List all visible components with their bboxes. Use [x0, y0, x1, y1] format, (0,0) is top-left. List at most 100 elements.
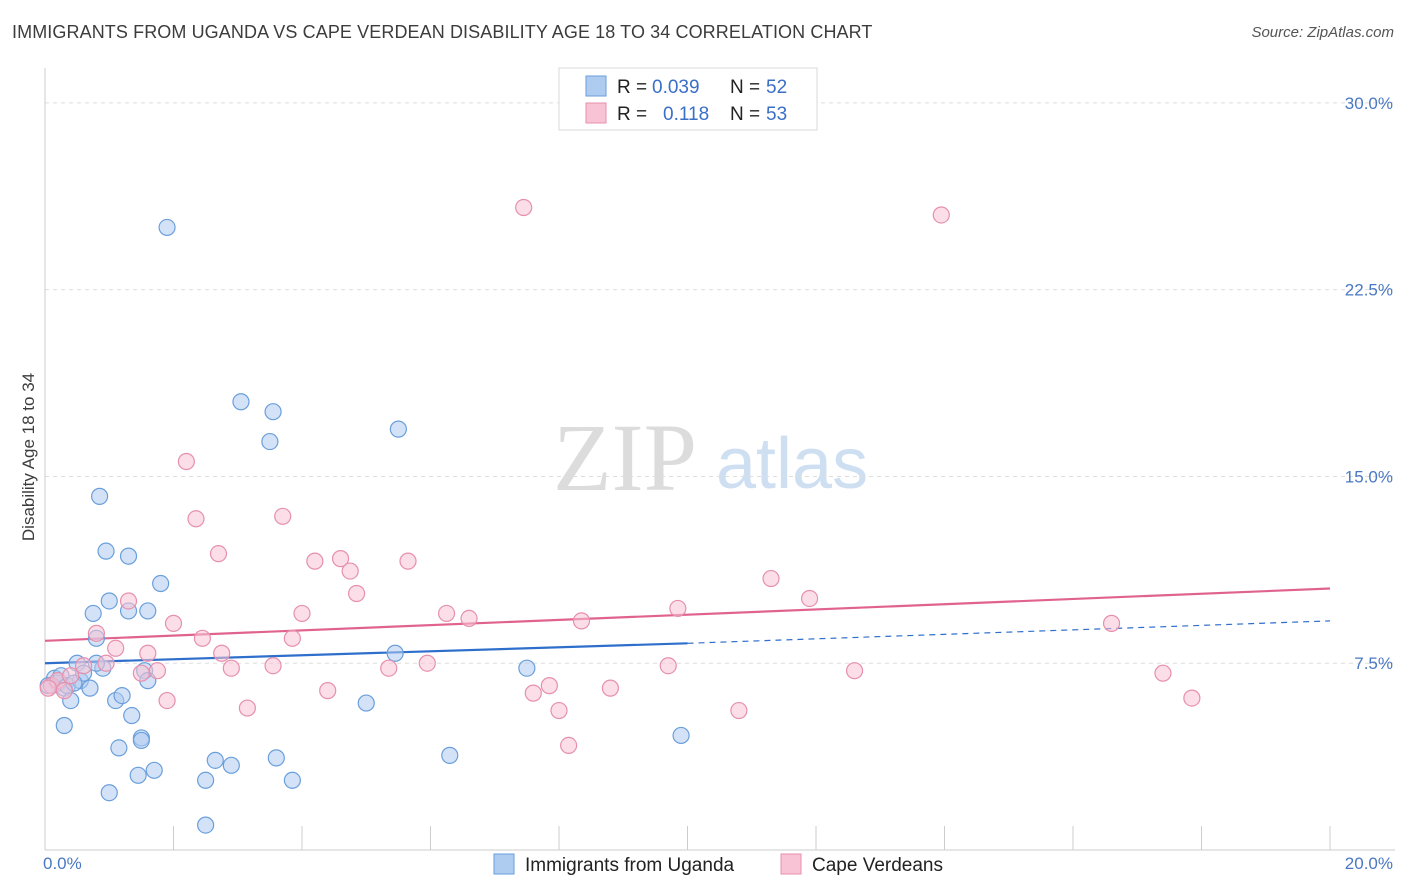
cape-verdean-point: [39, 679, 57, 697]
uganda-point: [357, 694, 375, 712]
uganda-point: [100, 592, 118, 610]
cape-verdean-point: [460, 609, 478, 628]
y-tick-label: 30.0%: [1345, 94, 1393, 113]
legend-n-label-1: N =: [730, 77, 760, 98]
uganda-trend-extension: [687, 620, 1331, 644]
uganda-point: [158, 218, 176, 237]
axes: [44, 68, 1395, 851]
cape-verdean-point: [238, 699, 256, 717]
cape-verdean-point: [209, 545, 228, 563]
cape-verdean-point: [524, 684, 542, 702]
bottom-legend-label-cape: Cape Verdeans: [812, 855, 943, 876]
cape-verdean-point: [222, 659, 240, 677]
cape-verdean-point: [762, 569, 780, 588]
cape-verdean-point: [659, 657, 677, 675]
y-axis-label: Disability Age 18 to 34: [19, 373, 38, 541]
cape-verdean-point: [1154, 664, 1172, 682]
x-tick-labels: 0.0% 20.0%: [43, 854, 1393, 873]
cape-verdean-point: [572, 612, 591, 630]
gridlines: [45, 102, 1395, 664]
x-tick-label: 0.0%: [43, 854, 82, 873]
legend-r-value-1: 0.039: [652, 77, 700, 98]
uganda-point: [222, 756, 240, 774]
cape-verdean-point: [380, 659, 398, 677]
uganda-point: [261, 432, 279, 451]
uganda-point: [197, 816, 215, 834]
uganda-point: [197, 771, 215, 789]
cape-verdean-point: [550, 701, 568, 720]
cape-verdean-point: [418, 654, 436, 672]
trend-lines: [44, 587, 1331, 665]
cape-verdean-point: [331, 550, 350, 568]
cape-verdean-point: [264, 657, 282, 675]
cape-verdean-point: [119, 592, 138, 610]
cape-verdean-point: [800, 589, 819, 608]
y-tick-label: 15.0%: [1345, 467, 1393, 486]
cape-verdean-point: [1183, 689, 1201, 707]
cape-verdean-point: [293, 604, 311, 623]
chart-title: IMMIGRANTS FROM UGANDA VS CAPE VERDEAN D…: [12, 22, 873, 42]
uganda-point: [132, 731, 150, 750]
legend-n-value-1: 52: [766, 77, 787, 98]
bottom-legend: Immigrants from Uganda Cape Verdeans: [493, 853, 943, 876]
cape-verdean-point: [139, 644, 157, 662]
cape-verdean-point: [97, 654, 115, 672]
cape-verdean-point: [601, 679, 620, 697]
cape-verdean-point: [148, 662, 167, 680]
uganda-point: [113, 686, 131, 705]
uganda-point: [100, 784, 118, 802]
y-tick-labels: 7.5% 15.0% 22.5% 30.0%: [1345, 94, 1393, 673]
cape-verdean-point: [158, 691, 176, 710]
uganda-point: [518, 659, 536, 677]
uganda-point: [123, 706, 141, 725]
uganda-point: [441, 746, 459, 764]
cape-verdean-point: [177, 452, 195, 471]
watermark-zip: ZIP: [553, 404, 697, 511]
uganda-point: [386, 644, 404, 662]
watermark: ZIP atlas: [553, 404, 868, 511]
cape-verdean-point: [845, 662, 864, 680]
bottom-legend-swatch-cape: [780, 853, 802, 875]
cape-verdean-point: [213, 644, 231, 662]
uganda-point: [91, 487, 109, 505]
uganda-point: [267, 749, 285, 767]
cape-verdean-point: [62, 667, 80, 685]
cape-verdean-point: [437, 604, 456, 623]
legend: R = 0.039 N = 52 R = 0.118 N = 53: [558, 67, 818, 131]
y-tick-label: 7.5%: [1354, 654, 1393, 673]
cape-verdean-point: [107, 639, 125, 657]
uganda-point: [129, 766, 147, 784]
legend-n-value-2: 53: [766, 104, 787, 125]
cape-verdean-point: [164, 614, 183, 632]
legend-r-label-2: R =: [617, 104, 647, 125]
bottom-legend-label-uganda: Immigrants from Uganda: [525, 855, 735, 876]
x-tick-label: 20.0%: [1345, 854, 1393, 873]
uganda-point: [97, 542, 115, 560]
cape-verdean-point: [283, 629, 301, 647]
uganda-point: [672, 726, 690, 745]
uganda-point: [206, 751, 224, 769]
uganda-point: [152, 574, 170, 593]
cape-verdean-point: [560, 736, 578, 755]
legend-r-label-1: R =: [617, 77, 647, 98]
uganda-point: [283, 771, 301, 789]
cape-verdean-point: [341, 562, 359, 580]
uganda-point: [84, 604, 102, 623]
bottom-legend-swatch-uganda: [493, 853, 515, 875]
uganda-point: [232, 393, 250, 411]
uganda-point: [389, 420, 407, 438]
cape-verdean-point: [306, 552, 324, 570]
cape-verdean-point: [74, 657, 93, 675]
uganda-point: [119, 547, 138, 565]
cape-verdean-point: [669, 599, 687, 618]
legend-r-value-2: 0.118: [663, 104, 709, 125]
cape-verdean-point: [274, 507, 292, 525]
uganda-point: [264, 403, 282, 421]
cape-verdean-point: [132, 664, 150, 682]
uganda-point: [81, 679, 99, 697]
uganda-point: [145, 761, 163, 779]
watermark-atlas: atlas: [716, 424, 868, 504]
cape-verdean-point: [348, 584, 366, 603]
cape-verdean-trend-line: [44, 587, 1331, 642]
